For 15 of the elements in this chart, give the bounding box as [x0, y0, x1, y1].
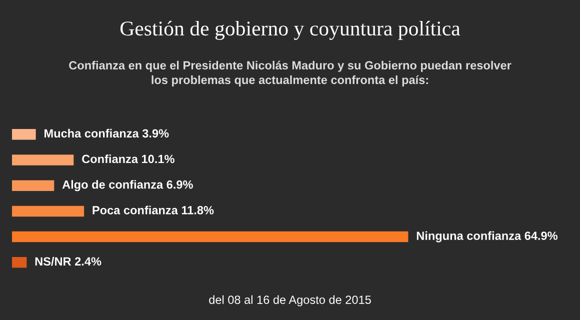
- bar: [12, 154, 74, 166]
- bar: [12, 129, 36, 140]
- data-label: Mucha confianza 3.9%: [44, 128, 169, 138]
- data-label: Algo de confianza 6.9%: [62, 180, 193, 192]
- data-label: Confianza 10.1%: [82, 154, 174, 164]
- bar: [12, 257, 27, 268]
- bar: [12, 206, 84, 217]
- data-label: Poca confianza 11.8%: [92, 206, 214, 214]
- chart-title: Gestión de gobierno y coyuntura política: [120, 20, 460, 40]
- text: del 08 al 16 de Agosto de 2015: [209, 295, 371, 306]
- data-label: NS/NR 2.4%: [35, 256, 102, 266]
- data-label: Ninguna confianza 64.9%: [416, 231, 558, 242]
- bar: [12, 180, 54, 191]
- chart-subtitle: Confianza en que el Presidente Nicolás Maduro y su Gobierno puedan resolver los problemas que actualmente confronta el país:: [69, 60, 512, 86]
- bar: [12, 231, 408, 242]
